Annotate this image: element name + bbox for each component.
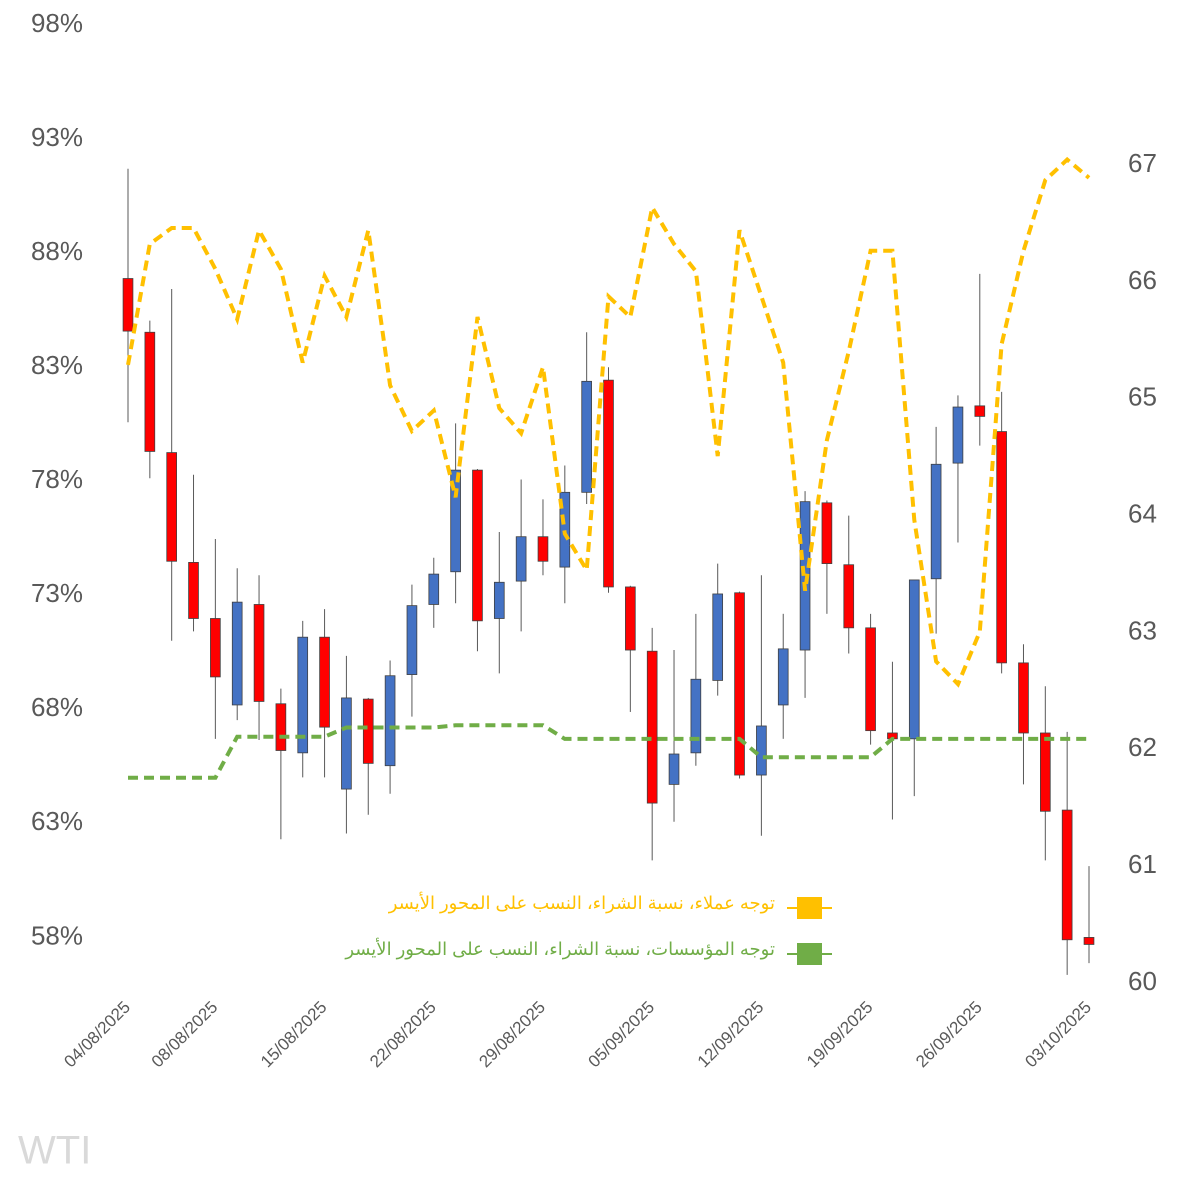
candle-body — [275, 703, 287, 751]
y2-tick-label: 63 — [1128, 615, 1157, 645]
y2-tick-label: 67 — [1128, 148, 1157, 178]
candle-body — [930, 463, 942, 580]
candle-body — [799, 501, 811, 651]
candle-body — [843, 564, 855, 629]
candle-body — [603, 379, 614, 588]
y2-tick-label: 64 — [1128, 499, 1157, 529]
x-tick-label: 03/10/2025 — [1021, 998, 1095, 1072]
x-tick-label: 12/09/2025 — [694, 998, 768, 1072]
legend-item: توجه عملاء، نسبة الشراء، النسب على المحو… — [388, 892, 832, 919]
candle-body — [319, 636, 330, 728]
candle-body — [996, 431, 1007, 664]
candle-body — [581, 380, 592, 493]
legend-swatch — [797, 943, 822, 965]
x-tick-label: 15/08/2025 — [257, 998, 331, 1072]
y-tick-label: 88% — [31, 236, 83, 266]
candle-body — [865, 627, 876, 732]
y-tick-label: 58% — [31, 920, 83, 950]
y2-tick-label: 65 — [1128, 382, 1157, 412]
candle-body — [210, 618, 221, 678]
candle-body — [1018, 662, 1029, 734]
y2-tick-label: 66 — [1128, 265, 1157, 295]
candle-body — [472, 469, 483, 622]
candle-body — [821, 502, 833, 564]
candle-body — [406, 605, 418, 675]
y-tick-label: 83% — [31, 350, 83, 380]
watermark: WTI — [18, 1129, 91, 1173]
x-tick-label: 19/09/2025 — [803, 998, 877, 1072]
y-tick-label: 98% — [31, 8, 83, 38]
x-tick-label: 29/08/2025 — [475, 998, 549, 1072]
candle-body — [777, 648, 789, 706]
candle-body — [537, 536, 549, 562]
candle-body — [1083, 937, 1095, 945]
candle-body — [166, 452, 177, 562]
candle-body — [515, 536, 527, 582]
y-tick-label: 63% — [31, 806, 83, 836]
y2-tick-label: 62 — [1128, 732, 1157, 762]
x-tick-label: 26/09/2025 — [912, 998, 986, 1072]
candle-body — [253, 604, 265, 702]
series-line — [128, 723, 1089, 780]
y-tick-label: 93% — [31, 122, 83, 152]
x-tick-label: 05/09/2025 — [585, 998, 659, 1072]
candle-body — [952, 406, 964, 464]
x-tick-label: 08/08/2025 — [148, 998, 222, 1072]
candle-body — [231, 601, 243, 706]
candle-body — [493, 581, 505, 619]
candle-body — [559, 491, 571, 568]
candle-body — [712, 593, 724, 681]
x-tick-label: 04/08/2025 — [60, 998, 134, 1072]
candle-body — [362, 698, 374, 764]
candle-body — [297, 636, 309, 754]
candle-body — [341, 697, 352, 790]
y2-tick-label: 61 — [1128, 849, 1157, 879]
series-line — [126, 156, 1091, 688]
candle-body — [428, 573, 440, 605]
candle-body — [756, 725, 767, 776]
candle-body — [1061, 809, 1073, 941]
candle-body — [188, 562, 199, 619]
candle-body — [974, 405, 986, 417]
legend-item: توجه المؤسسات، نسبة الشراء، النسب على ال… — [344, 938, 832, 965]
candle-body — [122, 278, 134, 332]
candle-body — [144, 331, 156, 452]
y-tick-label: 68% — [31, 692, 83, 722]
y2-tick-label: 60 — [1128, 966, 1157, 996]
y-tick-label: 78% — [31, 464, 83, 494]
candle-body — [734, 592, 745, 776]
candle-body — [690, 678, 702, 754]
x-tick-label: 22/08/2025 — [366, 998, 440, 1072]
legend-label: توجه عملاء، نسبة الشراء، النسب على المحو… — [388, 892, 775, 914]
legend-label: توجه المؤسسات، نسبة الشراء، النسب على ال… — [344, 938, 775, 960]
legend-swatch — [797, 897, 822, 919]
candle-body — [625, 586, 636, 651]
candle-body — [384, 675, 396, 767]
candle-body — [908, 579, 920, 740]
y-tick-label: 73% — [31, 578, 83, 608]
candle-body — [450, 469, 461, 573]
candle-body — [646, 650, 658, 804]
candle-body — [1040, 732, 1051, 812]
candle-body — [668, 753, 680, 785]
